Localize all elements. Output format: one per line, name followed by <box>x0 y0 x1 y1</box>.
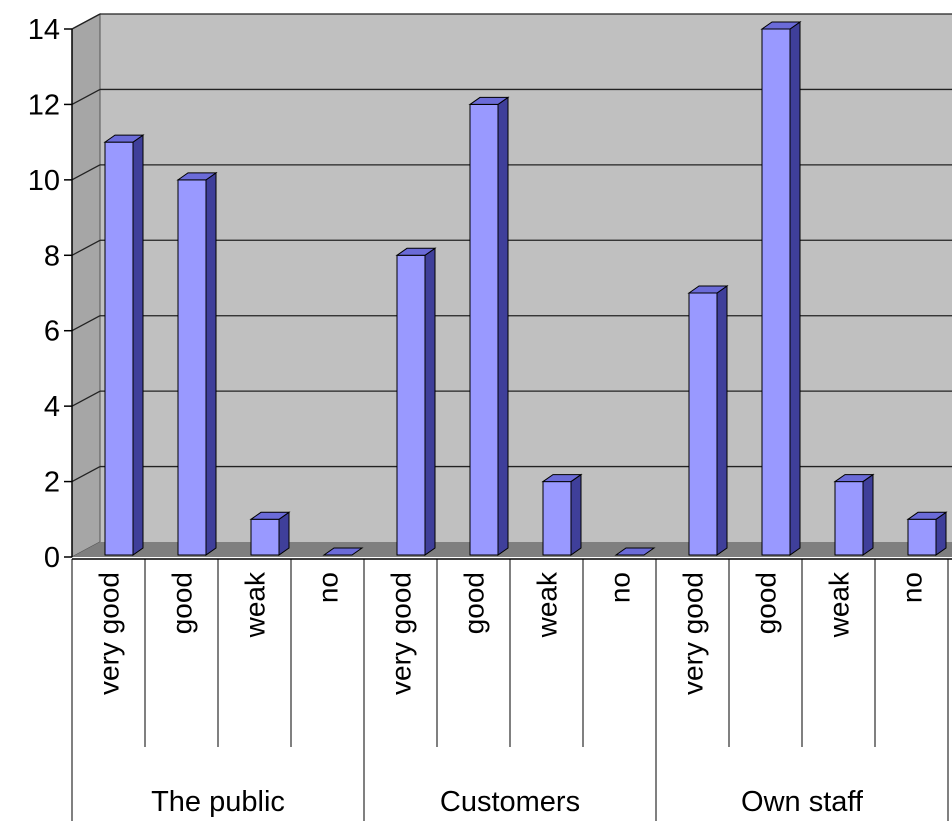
bar-front <box>104 141 134 556</box>
y-tick-label: 12 <box>28 89 60 121</box>
gridlines <box>71 13 952 483</box>
group-label: The public <box>151 786 285 818</box>
y-tick-label: 14 <box>28 14 60 46</box>
bar-top <box>322 547 364 556</box>
bar-top <box>541 474 583 483</box>
y-tick-label: 10 <box>28 165 60 197</box>
bar-front <box>542 481 572 556</box>
y-tick-label: 6 <box>44 316 60 348</box>
x-tick-label: good <box>459 572 490 634</box>
gridline-side <box>71 13 101 30</box>
bar-side <box>497 96 509 556</box>
gridline-side <box>71 239 101 256</box>
bar-side <box>862 473 874 556</box>
bar-top <box>249 511 291 520</box>
gridline-side <box>71 88 101 106</box>
x-tick-label: weak <box>824 571 855 638</box>
group-label: Own staff <box>741 786 864 818</box>
bars <box>103 21 948 556</box>
bar-front <box>834 481 864 556</box>
group-label: Customers <box>440 786 580 818</box>
bar-front <box>688 292 718 556</box>
y-tick-label: 2 <box>44 467 60 499</box>
bar-front <box>907 518 937 556</box>
x-axis: very good good weak no very good good weak no ve… <box>71 558 952 821</box>
x-tick-label: no <box>605 572 636 603</box>
bar-top <box>906 511 948 520</box>
side-wall <box>71 13 101 558</box>
x-tick-label: very good <box>678 572 709 695</box>
bar-side <box>132 134 144 556</box>
bar-front <box>469 103 499 556</box>
bar-front <box>250 518 280 556</box>
gridline-side <box>71 465 101 483</box>
bar-front <box>761 28 791 556</box>
bar-top <box>614 547 656 556</box>
bar-top <box>760 21 802 30</box>
bar-top <box>468 96 510 105</box>
chart-walls <box>71 13 952 558</box>
floor <box>72 542 952 557</box>
y-tick-label: 0 <box>44 542 60 574</box>
x-tick-label: weak <box>532 571 563 638</box>
x-tick-label: very good <box>94 572 125 695</box>
bar-top <box>176 172 218 181</box>
bar-front <box>396 254 426 556</box>
y-tick-label: 4 <box>44 391 60 423</box>
bar-front <box>177 179 207 556</box>
x-tick-label: weak <box>240 571 271 638</box>
bar-top <box>395 247 437 256</box>
y-tick-label: 8 <box>44 240 60 272</box>
bar-side <box>205 171 217 556</box>
bar-side <box>424 247 436 556</box>
bar-side <box>789 21 801 556</box>
bar-side <box>716 285 728 556</box>
gridline-side <box>71 164 101 181</box>
bar-top <box>833 474 875 483</box>
bar-side <box>570 473 582 556</box>
back-wall <box>100 14 952 542</box>
bar-top <box>687 285 729 294</box>
y-axis: 0 2 4 6 8 10 12 14 <box>28 14 73 574</box>
x-tick-label: very good <box>386 572 417 695</box>
gridline-side <box>71 390 101 407</box>
x-tick-label: no <box>313 572 344 603</box>
x-tick-label: good <box>167 572 198 634</box>
gridline-side <box>71 315 101 332</box>
x-tick-label: good <box>751 572 782 634</box>
x-tick-label: no <box>897 572 928 603</box>
bar-top <box>103 134 145 143</box>
